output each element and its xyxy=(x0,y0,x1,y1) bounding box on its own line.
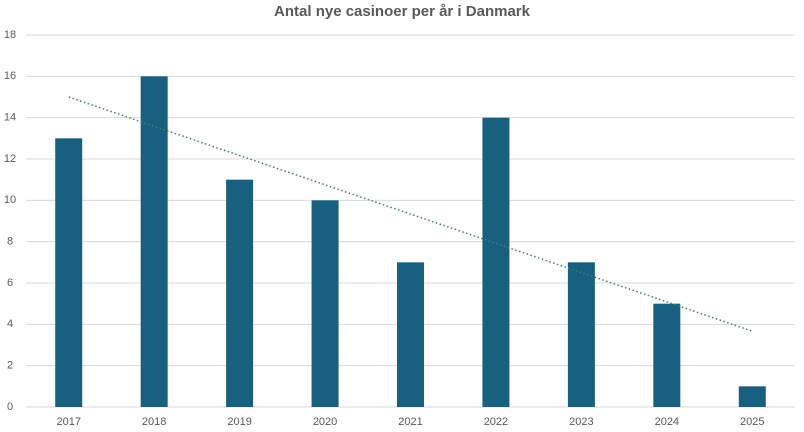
x-tick-label: 2018 xyxy=(142,416,166,428)
y-tick-label: 16 xyxy=(4,70,16,82)
y-tick-label: 6 xyxy=(7,277,13,289)
bar xyxy=(567,262,595,407)
y-tick-label: 4 xyxy=(7,318,13,330)
x-tick-label: 2022 xyxy=(484,416,508,428)
chart-title: Antal nye casinoer per år i Danmark xyxy=(274,3,531,20)
x-tick-label: 2019 xyxy=(227,416,251,428)
x-tick-label: 2023 xyxy=(569,416,593,428)
y-tick-label: 12 xyxy=(4,153,16,165)
x-tick-label: 2025 xyxy=(740,416,764,428)
bar xyxy=(55,138,83,408)
bar xyxy=(140,76,168,407)
bar xyxy=(226,179,254,407)
x-tick-label: 2020 xyxy=(313,416,337,428)
bar xyxy=(738,386,766,407)
y-tick-label: 8 xyxy=(7,236,13,248)
bar xyxy=(653,303,681,407)
x-tick-label: 2021 xyxy=(398,416,422,428)
bar xyxy=(311,200,339,407)
y-tick-label: 14 xyxy=(4,112,16,124)
bar xyxy=(482,117,510,408)
y-tick-label: 2 xyxy=(7,360,13,372)
y-tick-label: 18 xyxy=(4,29,16,41)
y-tick-label: 0 xyxy=(7,401,13,413)
x-tick-label: 2017 xyxy=(56,416,80,428)
bar xyxy=(397,262,424,407)
x-tick-label: 2024 xyxy=(655,416,679,428)
y-tick-label: 10 xyxy=(4,194,16,206)
trendline xyxy=(68,96,753,332)
